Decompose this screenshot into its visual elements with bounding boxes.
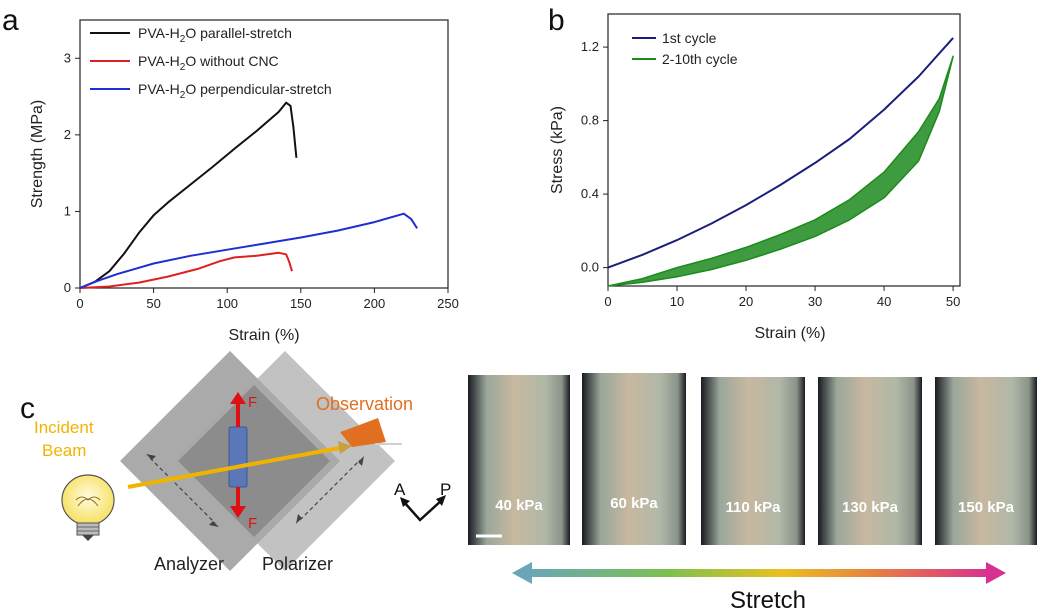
force-arrowhead-up	[230, 392, 246, 404]
axis-p-label: P	[440, 480, 451, 499]
photo-4	[935, 377, 1037, 545]
analyzer-label: Analyzer	[154, 554, 224, 574]
analyzer-axis-arrow	[146, 454, 156, 460]
photo-label-2: 110 kPa	[725, 499, 781, 516]
series-line-2	[79, 212, 418, 289]
incident-label-1: Incident	[34, 418, 94, 437]
x-tick-label: 100	[216, 296, 238, 311]
legend-label-perpendicular: PVA-H2O perpendicular-stretch	[138, 81, 332, 101]
lightbulb-icon	[61, 474, 115, 541]
x-tick-label: 50	[946, 294, 960, 309]
photo-2	[701, 377, 805, 545]
x-tick-label: 0	[604, 294, 611, 309]
legend-label-1st-cycle: 1st cycle	[662, 30, 717, 46]
series-line-0	[79, 101, 298, 289]
chart-b-legend: 1st cycle 2-10th cycle	[632, 30, 738, 67]
x-tick-label: 200	[364, 296, 386, 311]
analyzer-axis-arrow-end	[209, 521, 219, 527]
panel-label-c: c	[20, 392, 35, 425]
y-tick-label: 0	[64, 280, 71, 295]
photo-label-1: 60 kPa	[610, 495, 658, 512]
y-tick-label: 1	[64, 203, 71, 218]
y-tick-label: 0.0	[581, 260, 599, 275]
incident-beam-arrowhead	[338, 441, 352, 454]
chart-b: 0 10 20 30 40 50 0.0 0.4 0.8 1.2 Strain (%) Stres…	[549, 13, 961, 342]
photo-label-4: 150 kPa	[958, 499, 1015, 516]
legend-label-2-10th-cycle: 2-10th cycle	[662, 51, 738, 67]
analyzer-axis-line	[149, 457, 216, 524]
y-tick-label: 3	[64, 50, 71, 65]
x-tick-label: 0	[76, 296, 83, 311]
x-tick-label: 250	[437, 296, 459, 311]
chart-a-legend: PVA-H2O parallel-stretch PVA-H2O without…	[90, 25, 332, 101]
chart-a-frame	[79, 19, 449, 289]
y-tick-label: 1.2	[581, 39, 599, 54]
legend-label-parallel: PVA-H2O parallel-stretch	[138, 25, 292, 45]
photo-label-0: 40 kPa	[495, 497, 543, 514]
photo-0	[468, 375, 570, 545]
photo-label-3: 130 kPa	[842, 499, 899, 516]
observation-arrow-body	[346, 418, 386, 447]
chart-b-frame	[607, 13, 961, 287]
series-hysteresis-band-1	[607, 55, 954, 287]
y-tick-label: 0.4	[581, 186, 599, 201]
y-tick-label: 2	[64, 127, 71, 142]
series-line-1	[79, 251, 293, 289]
legend-label-without-cnc: PVA-H2O without CNC	[138, 53, 279, 73]
series-line-0	[607, 37, 954, 269]
polarizer-axis-arrow	[296, 514, 302, 524]
x-tick-label: 30	[808, 294, 822, 309]
x-tick-label: 10	[670, 294, 684, 309]
force-label-bottom: F	[248, 515, 257, 532]
force-label-top: F	[248, 394, 257, 411]
stretch-arrowhead-left	[512, 562, 532, 584]
photo-sequence: 40 kPa 60 kPa 110 kPa 130 kPa 150 kPa	[468, 373, 1037, 545]
stretch-arrow: Stretch	[512, 562, 1006, 613]
polarizer-label: Polarizer	[262, 554, 333, 574]
polarizer-axis-line	[299, 459, 361, 521]
chart-a-ylabel: Strength (MPa)	[29, 100, 46, 208]
incident-label-2: Beam	[42, 441, 86, 460]
photo-3	[818, 377, 922, 545]
stretch-arrow-bar	[528, 569, 990, 577]
polarizer-axis-arrow-end	[358, 456, 364, 466]
x-tick-label: 20	[739, 294, 753, 309]
chart-b-ylabel: Stress (kPa)	[549, 106, 566, 194]
y-tick-label: 0.8	[581, 113, 599, 128]
panel-label-b: b	[548, 4, 565, 37]
chart-a: 0 50 100 150 200 250 0 1 2 3 Strain (%) Strength …	[29, 19, 459, 344]
panel-label-a: a	[2, 4, 19, 37]
polarization-axes-icon: A P	[394, 480, 451, 522]
sample-strip	[228, 426, 248, 488]
axis-a-label: A	[394, 480, 406, 499]
x-tick-label: 50	[146, 296, 160, 311]
photo-1	[582, 373, 686, 545]
incident-beam-line	[127, 445, 346, 489]
x-tick-label: 40	[877, 294, 891, 309]
force-arrowhead-down	[230, 506, 246, 518]
overlap-region	[178, 385, 330, 537]
stretch-label: Stretch	[730, 587, 806, 613]
x-tick-label: 150	[290, 296, 312, 311]
chart-a-xlabel: Strain (%)	[228, 327, 299, 344]
observation-arrowhead	[340, 430, 352, 447]
chart-b-xlabel: Strain (%)	[754, 325, 825, 342]
polarizer-schematic: F F Observation Incident Beam Analyzer P…	[34, 351, 413, 574]
observation-label: Observation	[316, 394, 413, 414]
stretch-arrowhead-right	[986, 562, 1006, 584]
